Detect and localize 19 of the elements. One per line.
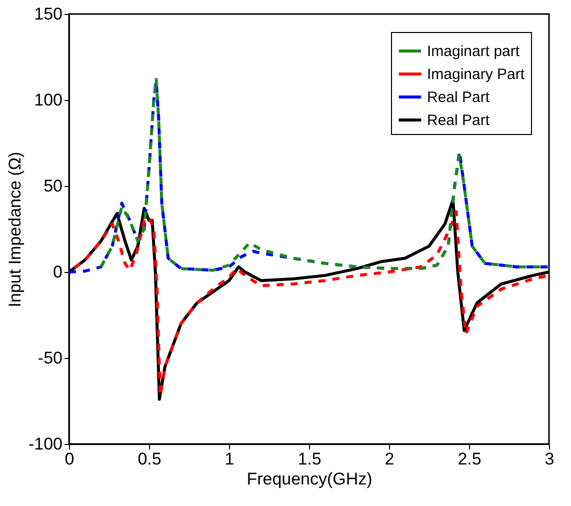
x-tick-label: 0 [64, 450, 74, 468]
legend-label: Imaginart part [427, 43, 520, 60]
legend-label: Imaginary Part [427, 66, 526, 83]
x-tick-label: 2 [384, 450, 394, 468]
x-tick-label: 1.5 [298, 450, 322, 468]
y-tick-label: 0 [53, 262, 62, 282]
y-tick-label: -100 [28, 434, 62, 454]
y-axis-title: Input Impedance (Ω) [5, 152, 24, 308]
x-tick-label: 3 [544, 450, 554, 468]
x-tick-label: 1 [224, 450, 234, 468]
legend-label: Real Part [427, 112, 490, 129]
legend-label: Real Part [427, 89, 490, 106]
y-tick-label: 50 [44, 176, 62, 196]
y-tick-label: 150 [34, 4, 62, 24]
x-tick-label: 2.5 [458, 450, 482, 468]
y-tick-label: -50 [38, 348, 62, 368]
x-tick-label: 0.5 [138, 450, 162, 468]
y-tick-label: 100 [34, 90, 62, 110]
x-axis-title: Frequency(GHz) [246, 470, 372, 488]
